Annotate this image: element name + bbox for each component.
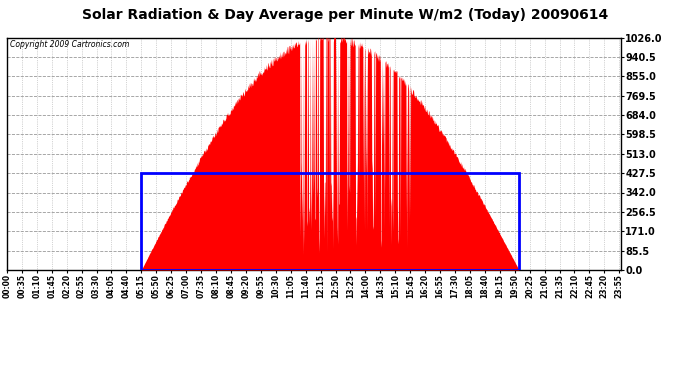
Bar	[141, 173, 519, 270]
Text: Solar Radiation & Day Average per Minute W/m2 (Today) 20090614: Solar Radiation & Day Average per Minute…	[82, 8, 608, 21]
Text: Copyright 2009 Cartronics.com: Copyright 2009 Cartronics.com	[10, 40, 129, 49]
